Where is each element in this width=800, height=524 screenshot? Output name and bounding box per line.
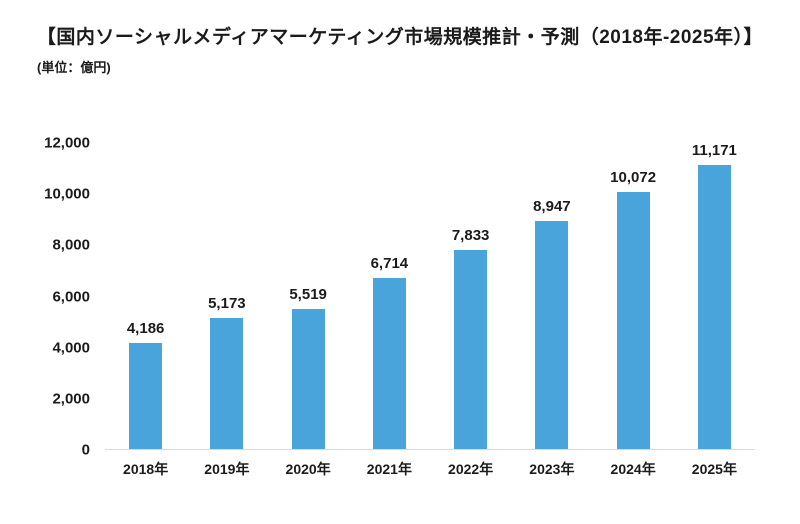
x-axis-labels: 2018年 2019年 2020年 2021年 2022年 2023年 2024年 2025年	[105, 459, 755, 479]
bar	[372, 278, 406, 450]
x-tick-label: 2018年	[123, 461, 169, 477]
bar	[210, 317, 244, 450]
bar-column: 5,173	[186, 143, 267, 450]
bar	[454, 249, 488, 450]
bar-column: 4,186	[105, 143, 186, 450]
y-tick-label: 0	[81, 441, 90, 459]
x-axis-line	[105, 449, 755, 450]
bar	[535, 221, 569, 450]
bar-chart: 0 2,000 4,000 6,000 8,000 10,000 12,000 4,186 5…	[36, 136, 761, 503]
y-tick-label: 4,000	[52, 339, 90, 357]
y-tick-label: 2,000	[52, 390, 90, 408]
x-tick-label: 2019年	[204, 461, 250, 477]
plot-area: 4,186 5,173 5,519 6,714 7,833 8,947 10,072 11,1…	[105, 143, 755, 450]
y-axis: 0 2,000 4,000 6,000 8,000 10,000 12,000	[36, 136, 90, 458]
y-tick-label: 6,000	[52, 288, 90, 305]
x-tick-label: 2022年	[448, 461, 494, 477]
bar-value-label: 6,714	[370, 255, 409, 273]
bar-value-label: 5,173	[208, 294, 246, 312]
x-tick-label: 2020年	[285, 461, 331, 477]
bar	[291, 308, 325, 450]
bar	[616, 192, 650, 450]
y-tick-label: 10,000	[44, 185, 90, 203]
chart-title: 【国内ソーシャルメディアマーケティング市場規模推計・予測（2018年-2025年…	[36, 27, 764, 48]
bar-value-label: 7,833	[451, 226, 490, 244]
y-tick-label: 8,000	[52, 236, 90, 254]
bar-value-label: 4,186	[126, 319, 165, 337]
bar-column: 8,947	[511, 143, 592, 450]
bar	[129, 342, 163, 450]
bar-column: 11,171	[674, 143, 755, 450]
bar-column: 10,072	[593, 143, 674, 450]
x-tick-label: 2025年	[691, 461, 737, 477]
bar-value-label: 10,072	[610, 169, 657, 187]
bar-value-label: 11,171	[691, 142, 737, 159]
bar-column: 5,519	[268, 143, 349, 450]
x-tick-label: 2024年	[610, 461, 656, 477]
y-tick-label: 12,000	[44, 134, 90, 152]
bar-column: 6,714	[349, 143, 430, 450]
bar-value-label: 5,519	[289, 285, 327, 303]
x-tick-label: 2023年	[529, 461, 575, 477]
bar	[697, 165, 731, 450]
unit-label: (単位：億円)	[37, 60, 111, 75]
bar-column: 7,833	[430, 143, 511, 450]
x-tick-label: 2021年	[366, 461, 412, 477]
bar-value-label: 8,947	[533, 198, 571, 216]
